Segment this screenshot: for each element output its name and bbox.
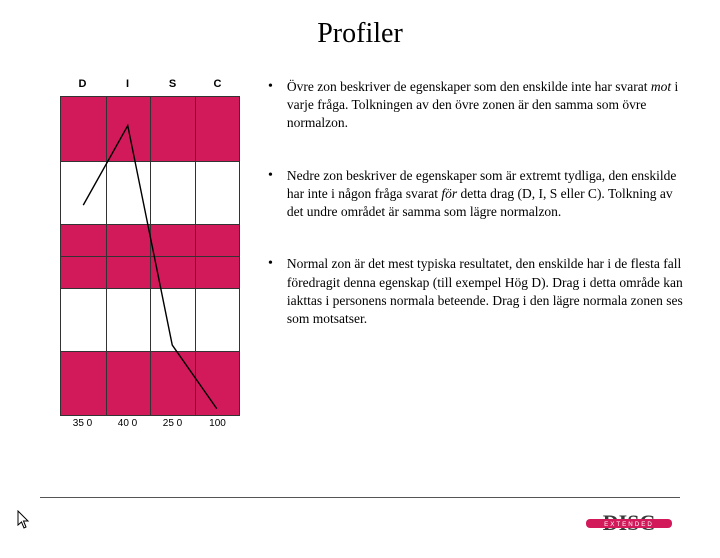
chart-body [60,96,240,416]
chart-line-svg [61,97,239,415]
logo-band-text: EXTENDED [604,521,654,528]
chart-header: DISC [60,78,240,96]
chart-col-label: C [195,78,240,96]
brand-logo: DISC EXTENDED [584,506,674,540]
content-row: DISC 35 040 025 0100 • Övre zon beskriver… [0,78,720,436]
cursor-icon [17,510,31,530]
chart-col-label: S [150,78,195,96]
page-title: Profiler [0,18,720,50]
bullet-text: Övre zon beskriver de egenskaper som den… [287,78,690,133]
chart-profile-line [83,126,217,409]
bullet-item: • Nedre zon beskriver de egenskaper som ä… [268,167,690,222]
chart-col-label: D [60,78,105,96]
chart-col-label: I [105,78,150,96]
chart-footer-value: 35 0 [60,418,105,436]
bullet-list: • Övre zon beskriver de egenskaper som de… [268,78,690,436]
chart-footer-value: 25 0 [150,418,195,436]
bullet-dot-icon: • [268,78,273,133]
bullet-item: •Normal zon är det mest typiska resultat… [268,255,690,328]
chart-footer: 35 040 025 0100 [60,418,240,436]
bullet-text: Nedre zon beskriver de egenskaper som är… [287,167,690,222]
chart-footer-value: 40 0 [105,418,150,436]
bullet-item: • Övre zon beskriver de egenskaper som de… [268,78,690,133]
chart-footer-value: 100 [195,418,240,436]
bullet-text: Normal zon är det mest typiska resultate… [287,255,690,328]
disc-chart: DISC 35 040 025 0100 [60,78,240,436]
bullet-dot-icon: • [268,167,273,222]
bullet-dot-icon: • [268,255,273,328]
footer-divider [40,497,680,498]
